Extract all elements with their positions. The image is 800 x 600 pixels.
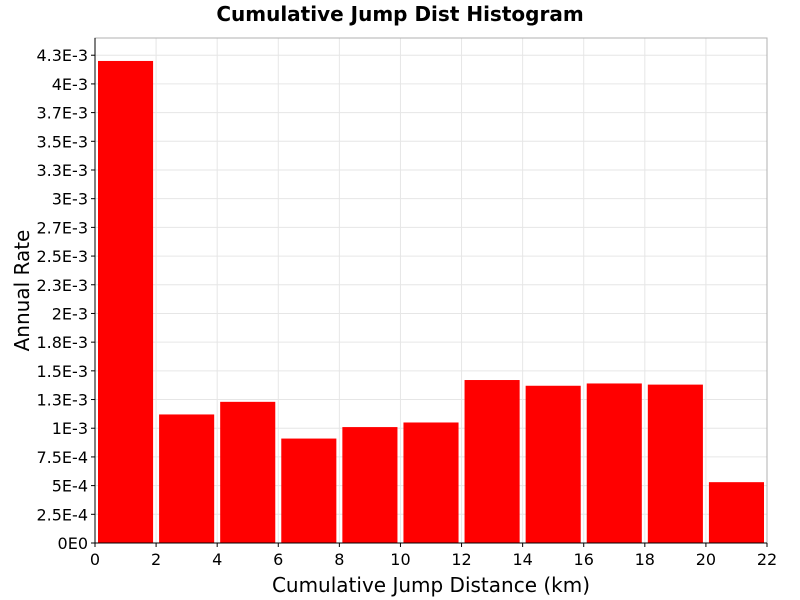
y-tick-label: 2.5E-4 <box>36 505 88 524</box>
x-tick-label: 8 <box>334 550 344 569</box>
x-axis-label: Cumulative Jump Distance (km) <box>272 573 590 597</box>
histogram-bar <box>647 384 703 543</box>
x-tick-label: 2 <box>151 550 161 569</box>
x-tick-label: 16 <box>574 550 594 569</box>
x-tick-label: 22 <box>757 550 777 569</box>
histogram-bar <box>708 482 764 543</box>
histogram-bar <box>159 414 215 543</box>
x-tick-label: 6 <box>273 550 283 569</box>
y-tick-label: 1.5E-3 <box>36 362 88 381</box>
y-tick-label: 2.7E-3 <box>36 218 88 237</box>
x-tick-layer: 0 2 4 6 8 10 12 14 16 18 20 22 <box>90 543 777 569</box>
x-tick-label: 14 <box>512 550 532 569</box>
histogram-bar <box>281 438 337 543</box>
x-tick-label: 20 <box>696 550 716 569</box>
histogram-bar <box>586 383 642 543</box>
y-tick-label: 3.7E-3 <box>36 104 88 123</box>
y-axis-label: Annual Rate <box>10 230 34 352</box>
y-tick-label: 3E-3 <box>52 190 88 209</box>
y-tick-label: 2.3E-3 <box>36 276 88 295</box>
x-tick-label: 18 <box>635 550 655 569</box>
y-tick-label: 4E-3 <box>52 75 88 94</box>
y-tick-label: 7.5E-4 <box>36 448 88 467</box>
x-tick-label: 4 <box>212 550 222 569</box>
histogram-bar <box>464 380 520 543</box>
histogram-bar <box>220 401 276 543</box>
x-tick-label: 12 <box>451 550 471 569</box>
x-tick-label: 0 <box>90 550 100 569</box>
y-tick-layer: 0E0 2.5E-4 5E-4 7.5E-4 1E-3 1.3E-3 1.5E-3 1.8E-… <box>36 46 95 553</box>
bar-layer <box>98 60 764 544</box>
chart-title: Cumulative Jump Dist Histogram <box>216 2 584 26</box>
y-tick-label: 1.8E-3 <box>36 333 88 352</box>
x-tick-label: 10 <box>390 550 410 569</box>
y-tick-label: 2E-3 <box>52 304 88 323</box>
y-tick-label: 0E0 <box>58 534 88 553</box>
y-tick-label: 2.5E-3 <box>36 247 88 266</box>
y-tick-label: 5E-4 <box>52 477 88 496</box>
histogram-bar <box>342 427 398 543</box>
y-tick-label: 4.3E-3 <box>36 46 88 65</box>
histogram-bar <box>403 422 459 543</box>
y-tick-label: 1.3E-3 <box>36 391 88 410</box>
histogram-bar <box>98 60 154 544</box>
y-tick-label: 3.3E-3 <box>36 161 88 180</box>
histogram-bar <box>525 385 581 543</box>
y-tick-label: 3.5E-3 <box>36 132 88 151</box>
y-tick-label: 1E-3 <box>52 419 88 438</box>
